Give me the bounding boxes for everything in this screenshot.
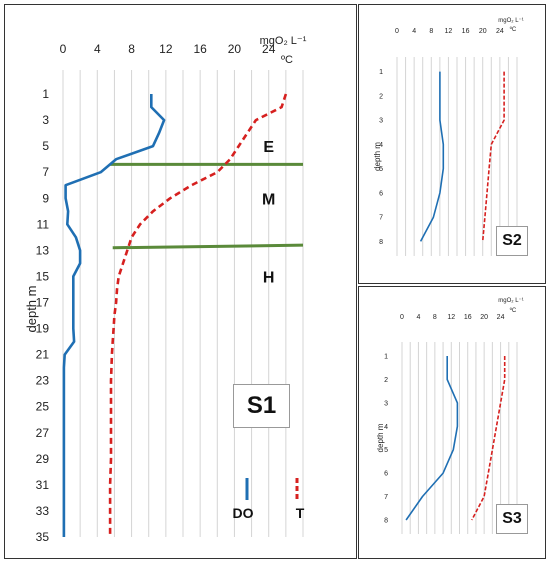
x-tick-label: 20 (480, 314, 488, 321)
unit-label: ºC (510, 307, 517, 314)
y-tick-label: 13 (36, 243, 50, 257)
x-tick-label: 0 (60, 42, 67, 56)
y-tick-label: 8 (384, 517, 388, 524)
unit-label: mgO₂ L⁻¹ (498, 18, 524, 24)
x-tick-label: 20 (228, 42, 242, 56)
y-tick-label: 7 (384, 494, 388, 501)
x-tick-label: 8 (429, 28, 433, 35)
y-tick-label: 29 (36, 452, 50, 466)
y-tick-label: 2 (384, 377, 388, 384)
series-line-do (419, 71, 445, 242)
y-tick-label: 2 (379, 93, 383, 100)
panel-label-s1: S1 (233, 384, 290, 428)
x-tick-label: 0 (395, 28, 399, 35)
legend-label-do: DO (233, 505, 254, 521)
y-tick-label: 8 (379, 239, 383, 246)
unit-label: mgO₂ L⁻¹ (260, 35, 307, 47)
zone-label: M (262, 191, 275, 208)
y-tick-label: 23 (36, 374, 50, 388)
y-tick-label: 4 (379, 142, 383, 149)
y-tick-label: 3 (384, 400, 388, 407)
y-tick-label: 7 (42, 165, 49, 179)
y-tick-label: 25 (36, 400, 50, 414)
y-tick-label: 5 (384, 447, 388, 454)
x-tick-label: 12 (445, 28, 453, 35)
zone-label: H (263, 269, 275, 286)
y-tick-label: 3 (379, 118, 383, 125)
y-tick-label: 11 (37, 217, 50, 231)
y-tick-label: 6 (384, 471, 388, 478)
y-tick-label: 31 (36, 478, 50, 492)
x-tick-label: 12 (159, 42, 173, 56)
x-tick-label: 8 (128, 42, 135, 56)
x-tick-label: 24 (497, 314, 505, 321)
zone-label: E (263, 139, 274, 156)
unit-label: mgO₂ L⁻¹ (498, 298, 524, 304)
x-tick-label: 8 (433, 314, 437, 321)
y-tick-label: 5 (42, 139, 49, 153)
x-tick-label: 16 (464, 314, 472, 321)
zone-boundary (112, 243, 304, 250)
chart-s1: 0 4 8 12 16 20 2413579111315171921232527293133… (24, 35, 307, 544)
y-tick-label: 5 (379, 166, 383, 173)
series-line-t (481, 71, 505, 242)
y-tick-label: 21 (36, 348, 50, 362)
y-tick-label: 35 (36, 530, 50, 544)
y-tick-label: 9 (42, 191, 49, 205)
x-tick-label: 24 (262, 42, 276, 56)
y-tick-label: 1 (42, 87, 49, 101)
y-axis-label: depth m (376, 423, 385, 452)
y-tick-label: 1 (384, 354, 388, 361)
x-tick-label: 16 (462, 28, 470, 35)
y-tick-label: 19 (36, 322, 50, 336)
x-tick-label: 24 (496, 28, 504, 35)
x-tick-label: 4 (412, 28, 416, 35)
x-tick-label: 4 (416, 314, 420, 321)
panel-label-s2: S2 (496, 226, 528, 256)
legend-label-t: T (296, 505, 305, 521)
series-line-do (405, 356, 459, 521)
y-tick-label: 15 (36, 269, 50, 283)
y-tick-label: 7 (379, 215, 383, 222)
y-tick-label: 1 (379, 69, 383, 76)
legend: DO T (233, 478, 305, 521)
x-tick-label: 0 (400, 314, 404, 321)
y-tick-label: 6 (379, 190, 383, 197)
x-tick-label: 16 (193, 42, 207, 56)
x-tick-label: 4 (94, 42, 101, 56)
y-axis-label: depth m (24, 286, 39, 333)
y-tick-label: 27 (36, 426, 50, 440)
series-line-t (471, 356, 506, 521)
series-line-do (62, 94, 166, 537)
y-tick-label: 17 (36, 295, 50, 309)
y-tick-label: 33 (36, 504, 50, 518)
x-tick-label: 20 (479, 28, 487, 35)
y-axis-label: depth m (373, 142, 382, 171)
panel-label-s3: S3 (496, 504, 528, 534)
y-tick-label: 3 (42, 113, 49, 127)
unit-label: ºC (281, 54, 293, 66)
x-tick-label: 12 (447, 314, 455, 321)
series-line-t (108, 93, 288, 537)
unit-label: ºC (510, 26, 517, 33)
y-tick-label: 4 (384, 424, 388, 431)
